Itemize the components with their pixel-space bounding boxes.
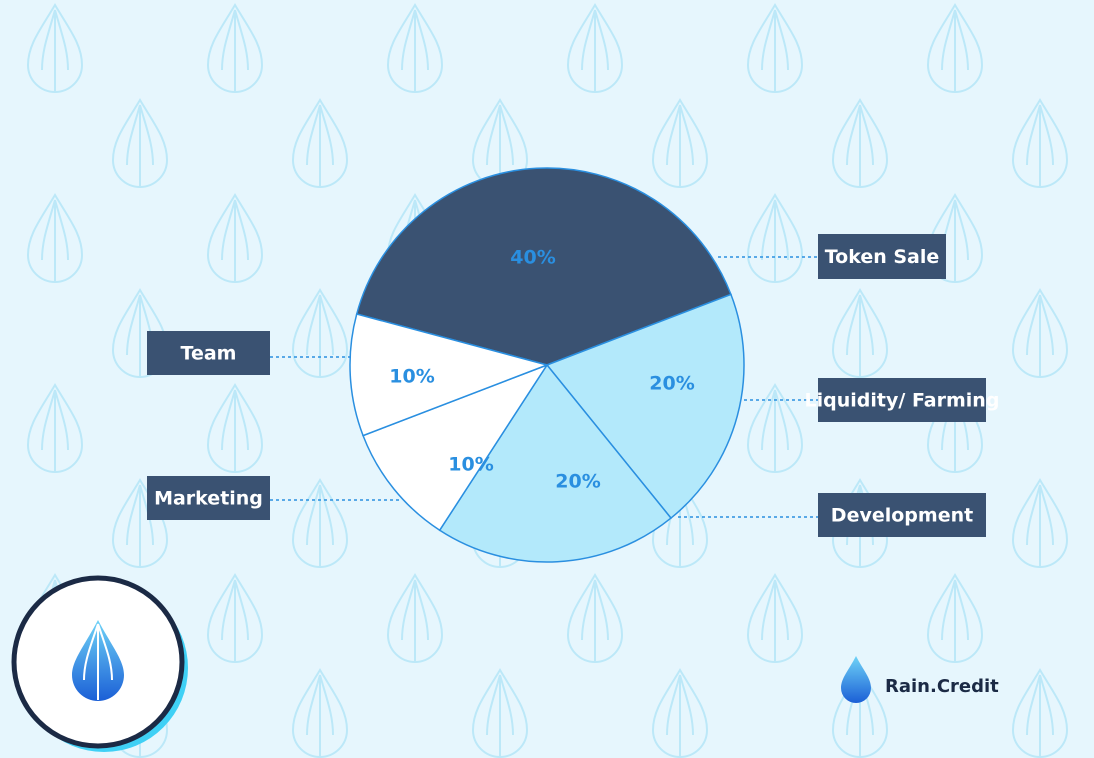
pie-slice (438, 363, 673, 563)
brand-name: Rain.Credit (885, 676, 999, 697)
logo-drop-lines (83, 623, 113, 700)
legend-box (147, 476, 270, 520)
legend-box (818, 493, 986, 537)
legend-box (818, 378, 986, 422)
legend-box (147, 331, 270, 375)
legend-label: Team (181, 343, 237, 365)
legend-label: Token Sale (825, 246, 940, 268)
brand-drop (841, 656, 871, 703)
value-label: 20% (649, 373, 694, 395)
pie-slice (362, 363, 549, 532)
pie-slice (545, 293, 745, 520)
legend-box (818, 234, 946, 279)
value-label: 10% (448, 454, 493, 476)
value-label: 20% (555, 471, 600, 493)
pie-slice (355, 167, 732, 366)
legend-label: Marketing (154, 488, 263, 510)
value-label: 10% (389, 366, 434, 388)
value-label: 40% (510, 247, 555, 269)
pie (349, 167, 745, 563)
legend-label: Liquidity/ Farming (805, 390, 1000, 412)
legend-label: Development (831, 505, 973, 527)
pie-slice (349, 313, 550, 437)
